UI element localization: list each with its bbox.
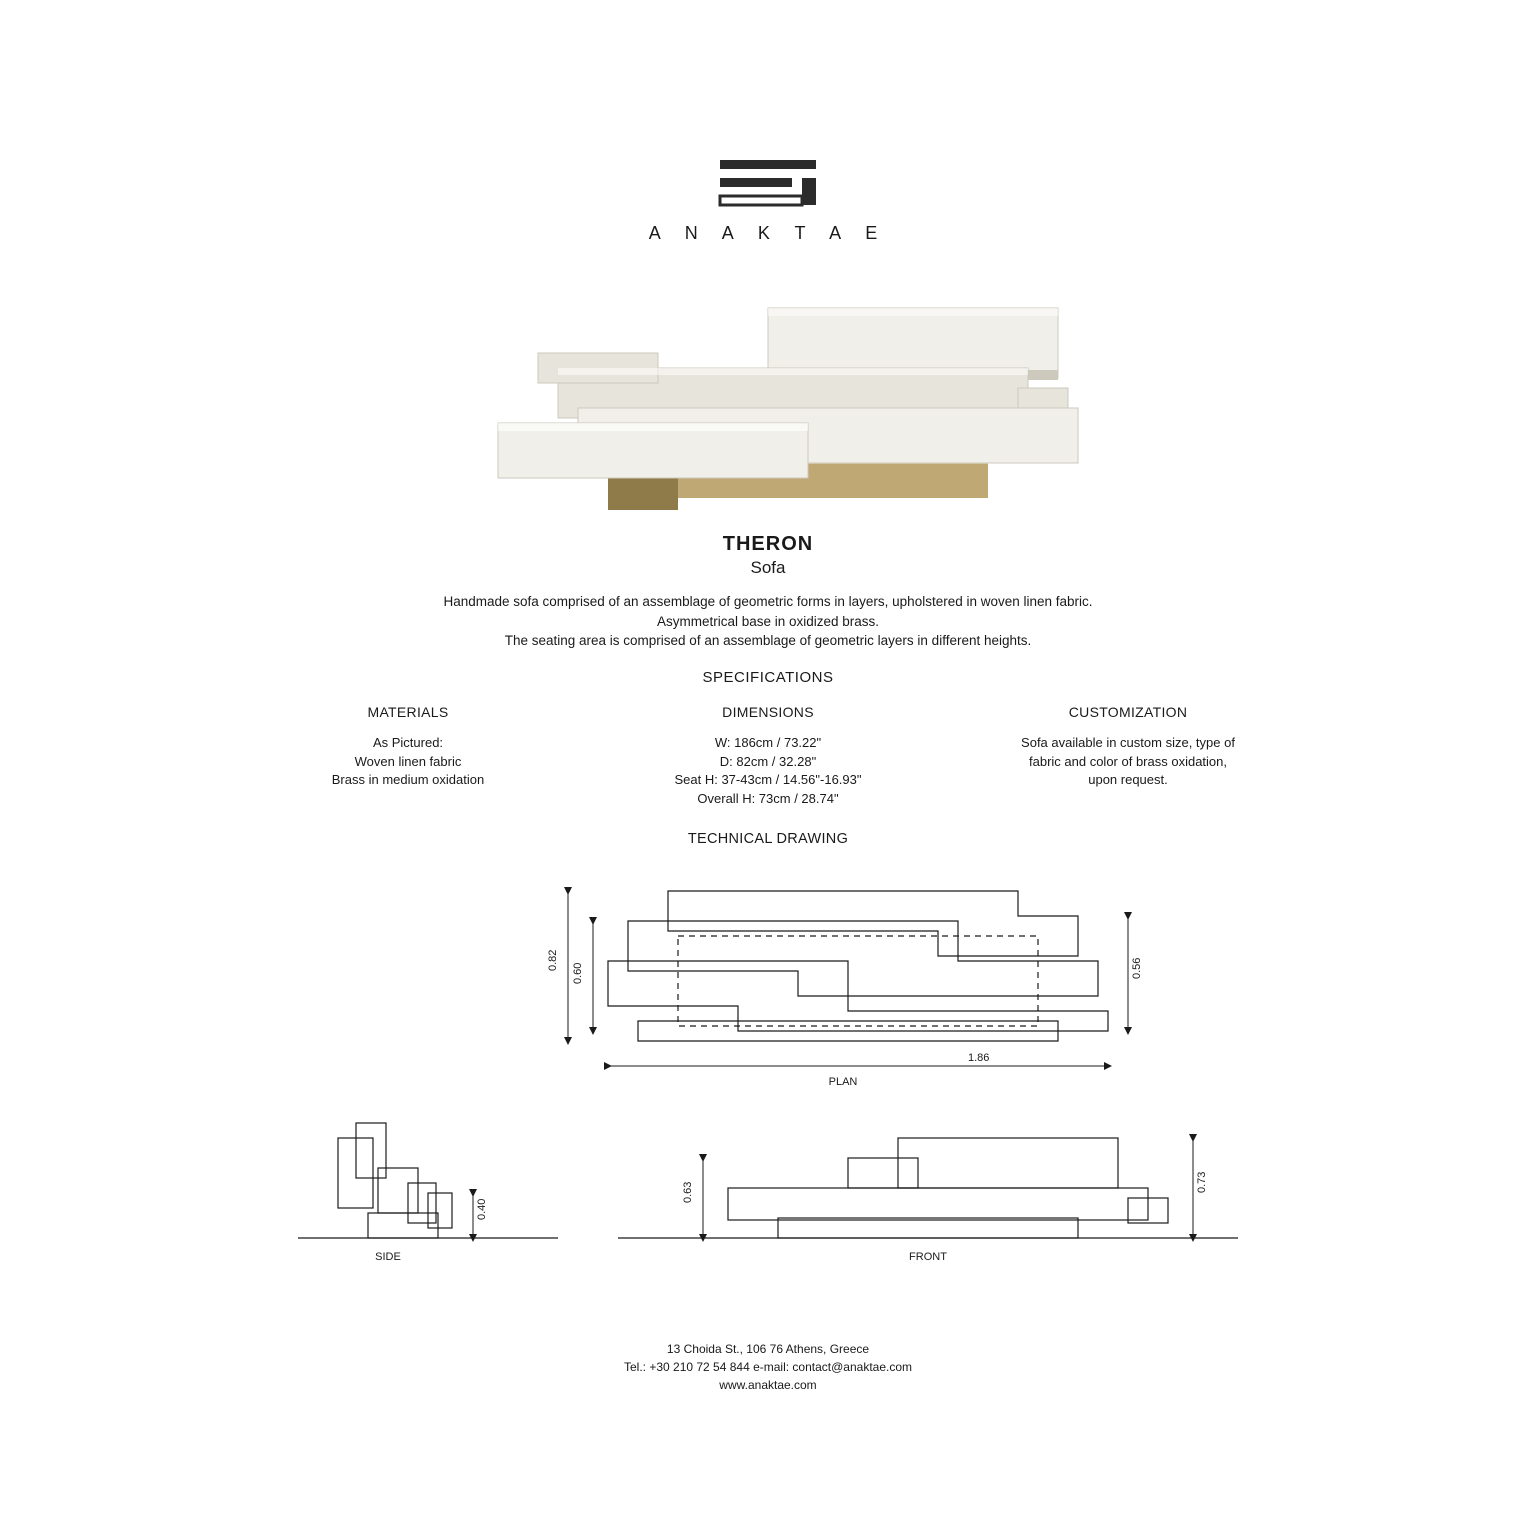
customization-line: upon request. bbox=[960, 771, 1296, 790]
dimensions-line: Seat H: 37-43cm / 14.56"-16.93" bbox=[600, 771, 936, 790]
footer-address: 13 Choida St., 106 76 Athens, Greece bbox=[128, 1340, 1408, 1358]
dim-plan-right: 0.56 bbox=[1131, 958, 1143, 979]
desc-line: The seating area is comprised of an asse… bbox=[188, 631, 1348, 651]
dim-front-h2: 0.73 bbox=[1196, 1172, 1208, 1193]
technical-drawing-header: TECHNICAL DRAWING bbox=[188, 831, 1348, 847]
desc-line: Handmade sofa comprised of an assemblage… bbox=[188, 592, 1348, 612]
product-type: Sofa bbox=[188, 558, 1348, 578]
product-hero-image bbox=[188, 258, 1348, 521]
dim-side-h: 0.40 bbox=[476, 1199, 488, 1220]
materials-header: MATERIALS bbox=[240, 704, 576, 720]
brand-name: A N A K T A E bbox=[188, 223, 1348, 244]
side-view: 0.40 SIDE bbox=[298, 1098, 558, 1271]
side-label: SIDE bbox=[375, 1251, 401, 1263]
product-title-block: THERON Sofa bbox=[188, 533, 1348, 578]
front-label: FRONT bbox=[909, 1251, 947, 1263]
dim-plan-depth: 0.82 bbox=[547, 950, 559, 971]
customization-column: CUSTOMIZATION Sofa available in custom s… bbox=[948, 704, 1308, 809]
dimensions-line: D: 82cm / 32.28" bbox=[600, 753, 936, 772]
elevation-views: 0.40 SIDE bbox=[188, 1098, 1348, 1271]
plan-view: 0.82 0.60 0.56 1.86 PLAN bbox=[188, 861, 1348, 1094]
dimensions-line: W: 186cm / 73.22" bbox=[600, 734, 936, 753]
dimensions-line: Overall H: 73cm / 28.74" bbox=[600, 790, 936, 809]
materials-line: As Pictured: bbox=[240, 734, 576, 753]
product-description: Handmade sofa comprised of an assemblage… bbox=[188, 592, 1348, 651]
dim-front-h1: 0.63 bbox=[682, 1182, 694, 1203]
dim-plan-inner: 0.60 bbox=[572, 963, 584, 984]
brand-logo-icon bbox=[716, 156, 820, 217]
dim-plan-width: 1.86 bbox=[968, 1052, 989, 1064]
materials-column: MATERIALS As Pictured: Woven linen fabri… bbox=[228, 704, 588, 809]
front-view: 0.63 0.73 FRONT bbox=[618, 1098, 1238, 1271]
plan-label: PLAN bbox=[829, 1076, 858, 1088]
product-name: THERON bbox=[188, 533, 1348, 556]
spec-sheet: A N A K T A E THERO bbox=[128, 128, 1408, 1408]
footer-contact-line: Tel.: +30 210 72 54 844 e-mail: contact@… bbox=[128, 1358, 1408, 1376]
materials-line: Woven linen fabric bbox=[240, 753, 576, 772]
specifications-header: SPECIFICATIONS bbox=[188, 669, 1348, 686]
brand-logo-block: A N A K T A E bbox=[188, 156, 1348, 244]
materials-line: Brass in medium oxidation bbox=[240, 771, 576, 790]
customization-line: Sofa available in custom size, type of bbox=[960, 734, 1296, 753]
customization-header: CUSTOMIZATION bbox=[960, 704, 1296, 720]
customization-line: fabric and color of brass oxidation, bbox=[960, 753, 1296, 772]
dimensions-header: DIMENSIONS bbox=[600, 704, 936, 720]
dimensions-column: DIMENSIONS W: 186cm / 73.22" D: 82cm / 3… bbox=[588, 704, 948, 809]
specifications-columns: MATERIALS As Pictured: Woven linen fabri… bbox=[188, 704, 1348, 809]
footer-website: www.anaktae.com bbox=[128, 1376, 1408, 1394]
desc-line: Asymmetrical base in oxidized brass. bbox=[188, 612, 1348, 632]
footer-contact: 13 Choida St., 106 76 Athens, Greece Tel… bbox=[128, 1340, 1408, 1394]
